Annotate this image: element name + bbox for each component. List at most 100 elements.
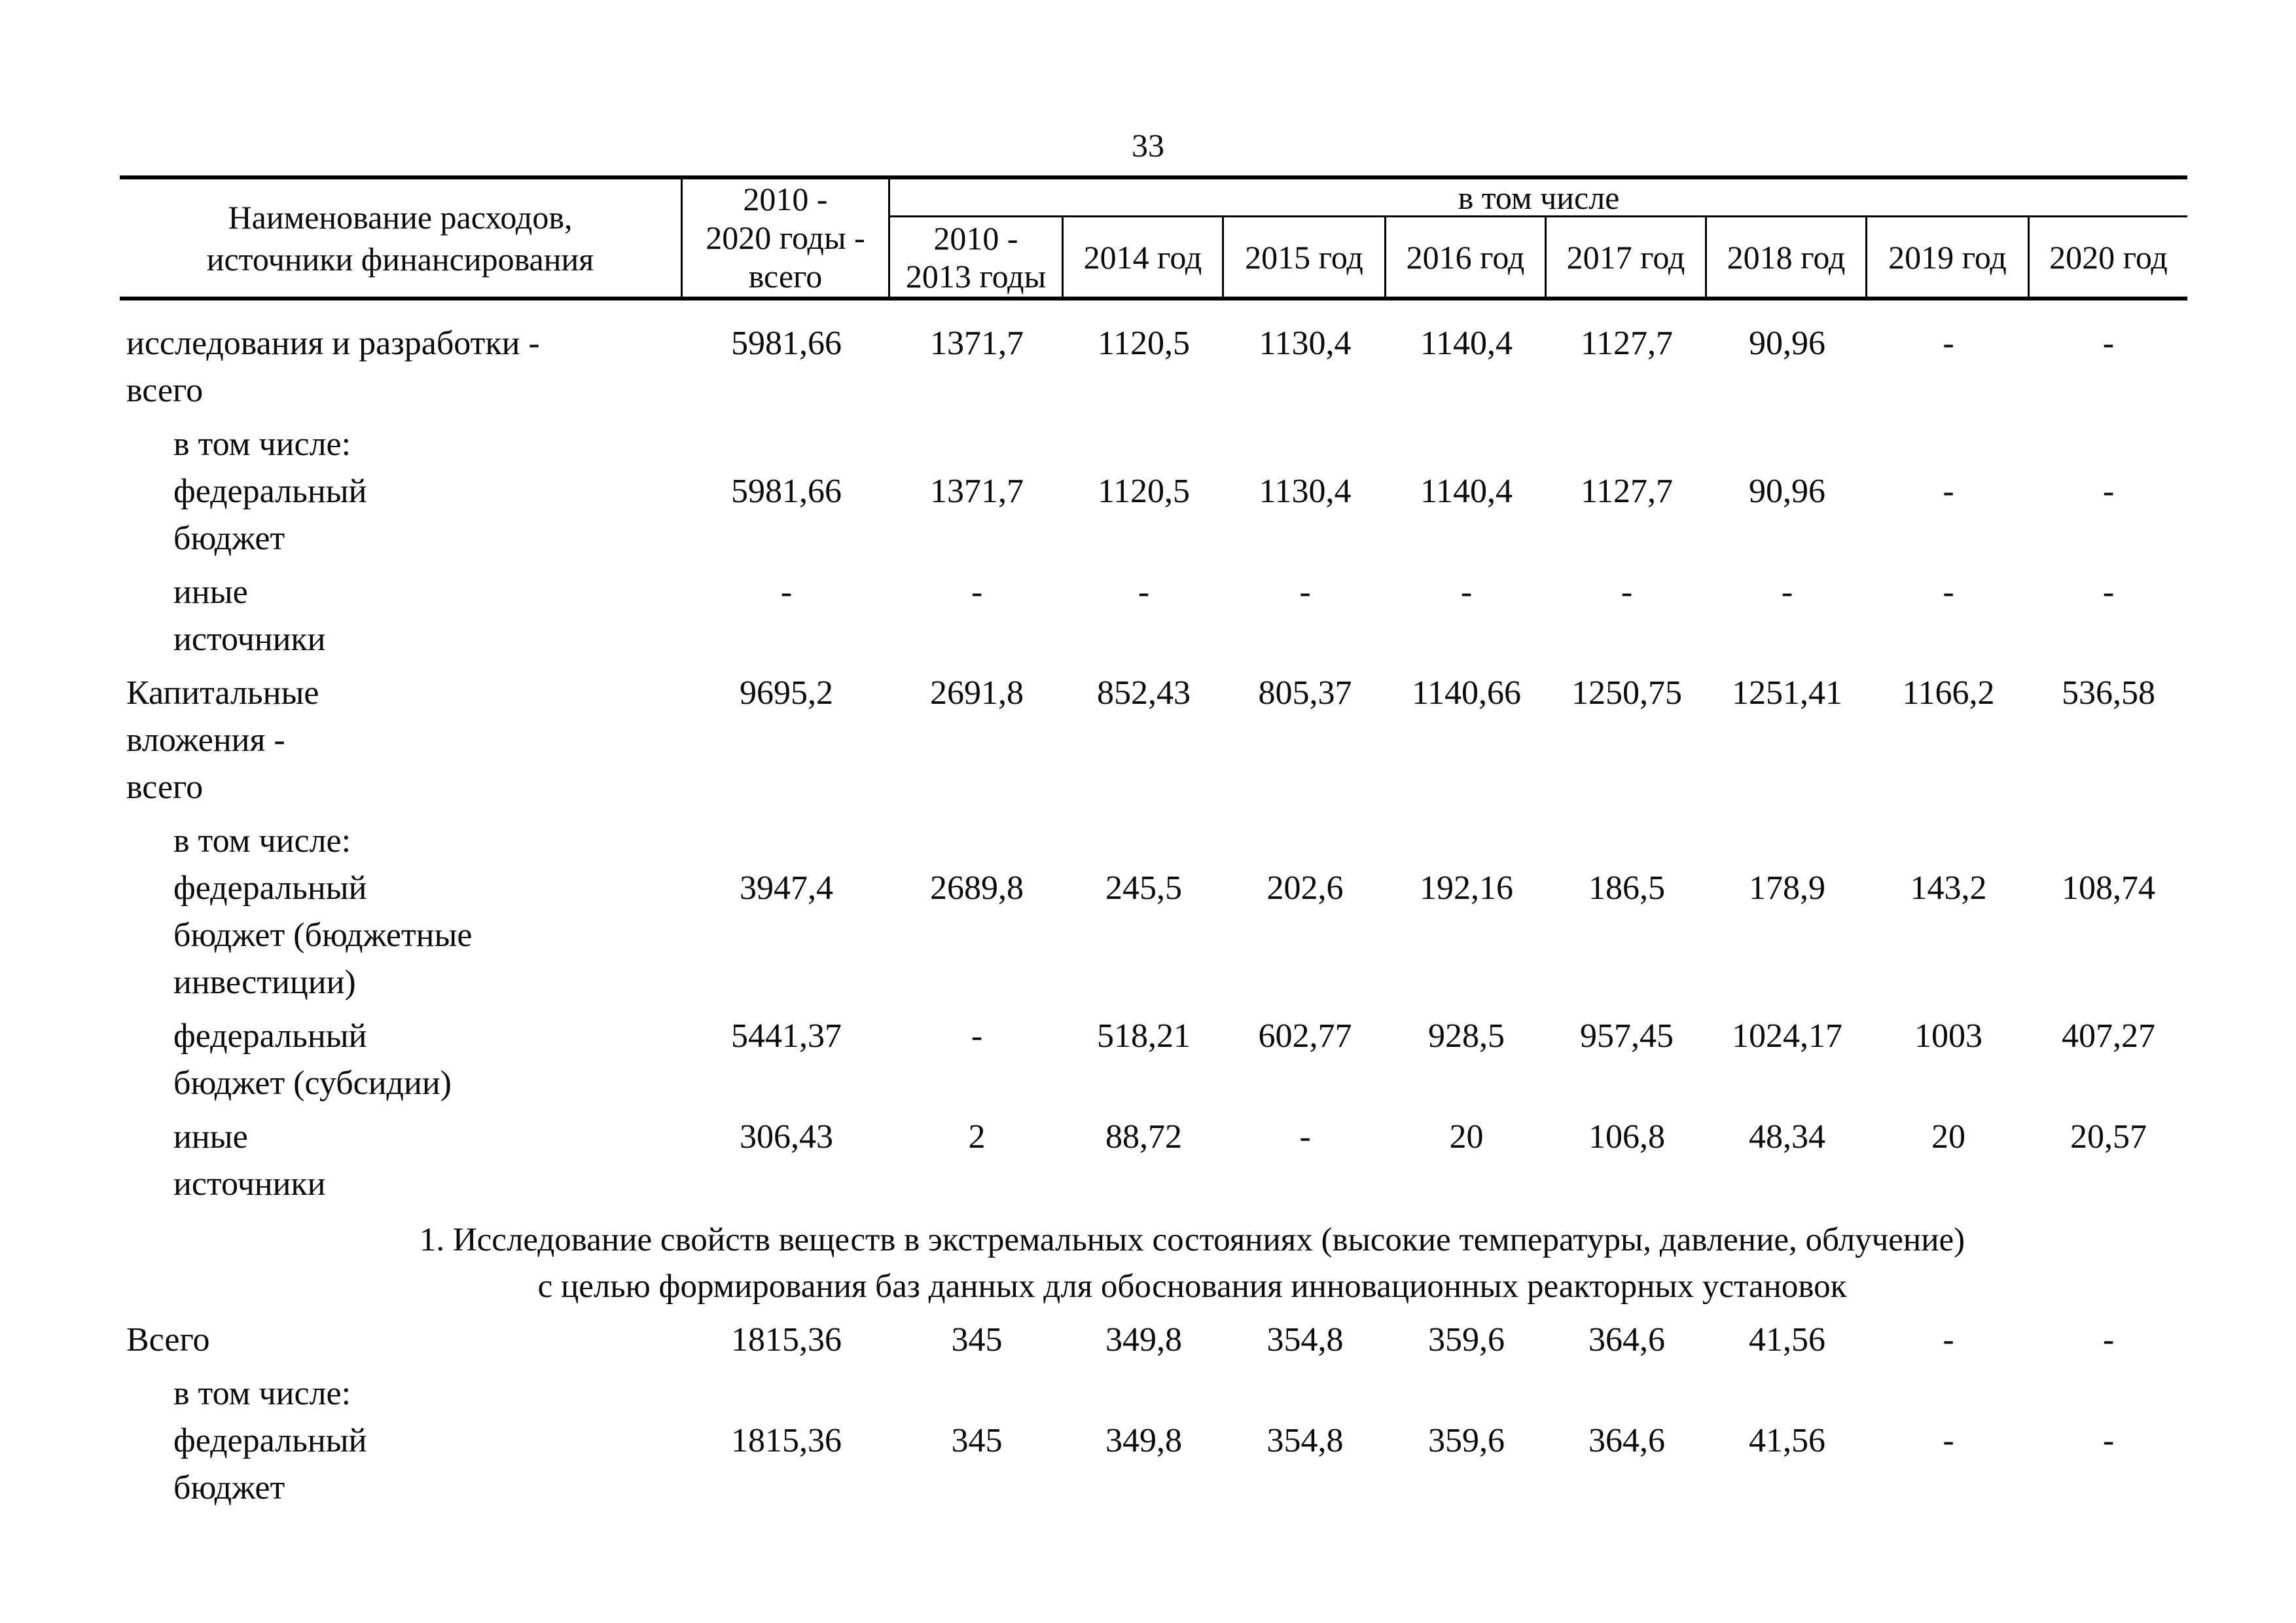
value-cell: - bbox=[2102, 574, 2115, 611]
row-label-line: федеральный bbox=[173, 473, 367, 510]
value-cell: 1130,4 bbox=[1259, 473, 1352, 510]
value-cell: 536,58 bbox=[2062, 674, 2155, 712]
header-year-column: 2010 -2013 годы bbox=[890, 217, 1064, 297]
value-cell: 192,16 bbox=[1420, 869, 1513, 907]
value-cell: - bbox=[1943, 1321, 1954, 1359]
value-cell: 2691,8 bbox=[930, 674, 1024, 712]
value-cell: 48,34 bbox=[1749, 1118, 1825, 1156]
value-cell: 345 bbox=[951, 1321, 1003, 1359]
row-label-line: в том числе: bbox=[173, 1375, 351, 1412]
value-cell: 2 bbox=[968, 1118, 986, 1156]
section-heading: 1. Исследование свойств веществ в экстре… bbox=[120, 1217, 2187, 1310]
row-label-line: бюджет (бюджетные bbox=[173, 917, 473, 954]
row-label-line: федеральный bbox=[173, 869, 367, 907]
row-label-line: Капитальные bbox=[126, 674, 319, 712]
table-row: Всего 1815,36 345 349,8 354,8 359,6 364,6 41,56… bbox=[120, 1317, 2187, 1364]
page-number: 33 bbox=[1132, 127, 1164, 164]
row-label: исследования и разработки - всего bbox=[120, 320, 683, 414]
value-cell: - bbox=[2102, 325, 2115, 362]
financing-table: Наименование расходов, источники финанси… bbox=[120, 175, 2187, 1512]
row-label-line: в том числе: bbox=[173, 822, 351, 860]
value-cell: 349,8 bbox=[1105, 1321, 1182, 1359]
header-year-line: 2014 год bbox=[1083, 238, 1202, 276]
value-cell: - bbox=[2102, 473, 2115, 510]
row-label-line: федеральный bbox=[173, 1017, 367, 1055]
value-cell: 1140,4 bbox=[1420, 325, 1513, 362]
header-total-column: 2010 - 2020 годы - всего bbox=[683, 179, 890, 297]
table-header: Наименование расходов, источники финанси… bbox=[120, 175, 2187, 301]
row-label: Капитальные вложения - всего bbox=[120, 670, 683, 811]
row-label-line: исследования и разработки - bbox=[126, 325, 540, 362]
value-cell: - bbox=[1138, 574, 1150, 611]
value-cell: - bbox=[1460, 574, 1473, 611]
header-year-line: 2020 год bbox=[2049, 238, 2168, 276]
value-cell: 9695,2 bbox=[740, 674, 833, 712]
row-label-line: федеральный bbox=[173, 1422, 367, 1459]
value-cell: 805,37 bbox=[1258, 674, 1352, 712]
value-cell: - bbox=[2102, 1321, 2115, 1359]
value-cell: 1120,5 bbox=[1097, 473, 1191, 510]
value-cell: 5441,37 bbox=[731, 1017, 842, 1055]
header-year-line: 2017 год bbox=[1566, 238, 1685, 276]
row-label-line: бюджет (субсидии) bbox=[173, 1065, 452, 1102]
value-cell: - bbox=[1299, 574, 1311, 611]
row-label-line: источники bbox=[173, 621, 326, 658]
value-cell: 354,8 bbox=[1266, 1422, 1344, 1459]
value-cell: 928,5 bbox=[1428, 1017, 1505, 1055]
value-cell: 41,56 bbox=[1749, 1422, 1825, 1459]
table-row: в том числе: федеральный бюджет 1815,36 345 3… bbox=[120, 1370, 2187, 1512]
value-cell: 852,43 bbox=[1097, 674, 1191, 712]
row-label-line: источники bbox=[173, 1165, 326, 1203]
header-group-label: в том числе bbox=[890, 179, 2187, 217]
value-cell: 957,45 bbox=[1580, 1017, 1674, 1055]
value-cell: - bbox=[1781, 574, 1793, 611]
value-cell: 364,6 bbox=[1588, 1422, 1665, 1459]
value-cell: 20 bbox=[1931, 1118, 1965, 1156]
value-cell: - bbox=[1943, 473, 1954, 510]
value-cell: 1127,7 bbox=[1580, 473, 1674, 510]
header-total-line: 2010 - bbox=[743, 181, 828, 217]
value-cell: 306,43 bbox=[740, 1118, 833, 1156]
header-year-column: 2015 год bbox=[1224, 217, 1386, 297]
section-heading-line: с целью формирования баз данных для обос… bbox=[537, 1268, 1847, 1305]
row-label: в том числе: федеральный бюджет (бюджетные… bbox=[120, 818, 683, 1006]
header-year-line: 2018 год bbox=[1727, 238, 1846, 276]
header-year-line: 2019 год bbox=[1888, 238, 2007, 276]
table-body: исследования и разработки - всего 5981,66 1… bbox=[120, 320, 2187, 1512]
header-year-column: 2017 год bbox=[1547, 217, 1707, 297]
value-cell: 2689,8 bbox=[930, 869, 1024, 907]
value-cell: 143,2 bbox=[1910, 869, 1987, 907]
header-name-column: Наименование расходов, источники финанси… bbox=[120, 179, 683, 297]
row-label-line: в том числе: bbox=[173, 426, 351, 463]
value-cell: 359,6 bbox=[1428, 1422, 1505, 1459]
value-cell: 602,77 bbox=[1258, 1017, 1352, 1055]
value-cell: 359,6 bbox=[1428, 1321, 1505, 1359]
row-label-line: бюджет bbox=[173, 1469, 285, 1506]
value-cell: 349,8 bbox=[1105, 1422, 1182, 1459]
section-heading-line: 1. Исследование свойств веществ в экстре… bbox=[419, 1222, 1965, 1258]
row-label-line: бюджет bbox=[173, 520, 285, 557]
value-cell: 202,6 bbox=[1266, 869, 1344, 907]
value-cell: 1127,7 bbox=[1580, 325, 1674, 362]
value-cell: 1815,36 bbox=[731, 1321, 842, 1359]
value-cell: - bbox=[1943, 574, 1954, 611]
value-cell: 108,74 bbox=[2062, 869, 2155, 907]
value-cell: 1140,66 bbox=[1411, 674, 1522, 712]
header-year-column: 2018 год bbox=[1707, 217, 1867, 297]
row-label-line: всего bbox=[126, 769, 204, 806]
table-row: в том числе: федеральный бюджет (бюджетные… bbox=[120, 818, 2187, 1006]
row-label: Всего bbox=[120, 1317, 683, 1364]
row-label-line: иные bbox=[173, 574, 248, 611]
header-year-column: 2016 год bbox=[1386, 217, 1547, 297]
row-label: иные источники bbox=[120, 1114, 683, 1208]
value-cell: 186,5 bbox=[1588, 869, 1665, 907]
value-cell: - bbox=[1621, 574, 1633, 611]
table-row: иные источники 306,43 2 88,72 - 20 106,8 48,34 20… bbox=[120, 1114, 2187, 1208]
header-year-line: 2015 год bbox=[1245, 238, 1363, 276]
value-cell: - bbox=[1943, 1422, 1954, 1459]
header-total-line: 2020 годы - bbox=[706, 219, 865, 256]
row-label: в том числе: федеральный бюджет bbox=[120, 421, 683, 562]
value-cell: 354,8 bbox=[1266, 1321, 1344, 1359]
header-year-line: 2016 год bbox=[1406, 238, 1525, 276]
